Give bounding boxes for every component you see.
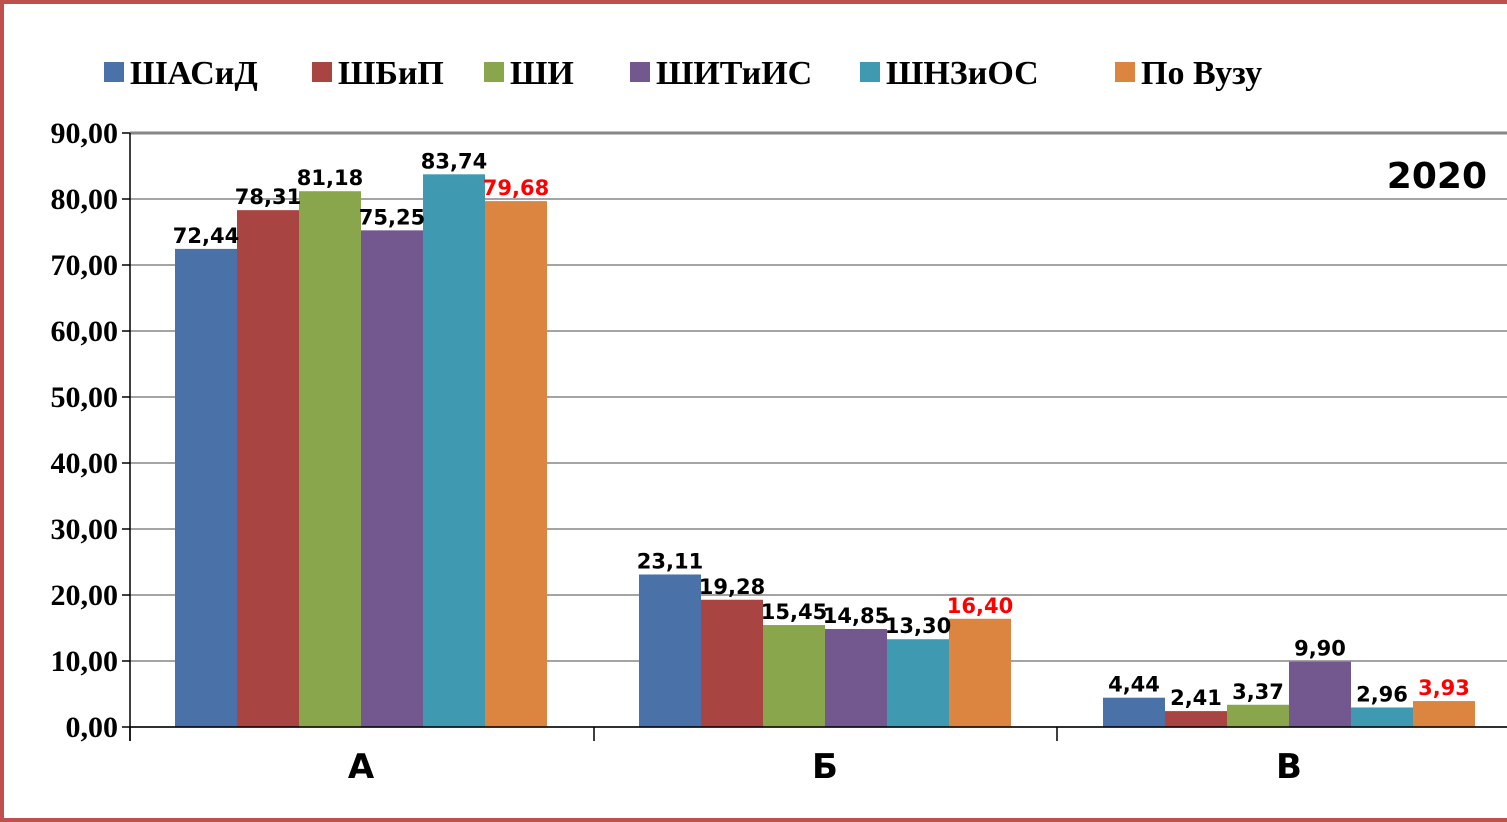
y-tick-label: 80,00 [51,183,119,216]
y-tick-label: 0,00 [66,711,119,744]
bar [763,625,825,727]
data-label: 19,28 [699,575,765,599]
y-axis-ticks: 0,00 10,00 20,00 30,00 40,00 50,00 60,00 70,00 8… [51,117,119,744]
x-tick-label: В [1276,747,1302,787]
legend-label: ШНЗиОС [886,55,1039,92]
x-tick-label: А [348,747,375,787]
bar [485,201,547,727]
bar [887,639,949,727]
y-tick-label: 20,00 [51,579,119,612]
legend: ШАСиД ШБиП ШИ ШИТиИС ШНЗиОС По Вузу [104,55,1262,92]
year-annotation: 2020 [1387,156,1487,197]
y-tick-label: 60,00 [51,315,119,348]
data-label: 14,85 [823,604,889,628]
bar [1351,707,1413,727]
legend-swatch [104,62,124,82]
legend-label: ШИТиИС [656,55,812,92]
bar [1227,704,1289,727]
legend-label: ШАСиД [130,55,258,92]
bar [639,574,701,727]
bars [175,174,1475,728]
data-label: 83,74 [421,149,487,173]
y-tick-label: 90,00 [51,117,119,150]
bar [701,599,763,727]
data-label: 75,25 [359,205,425,229]
bar [299,191,361,727]
legend-swatch [1115,62,1135,82]
bar [949,618,1011,727]
data-label: 78,31 [235,185,301,209]
x-axis-ticks: А Б В [348,747,1302,787]
legend-swatch [860,62,880,82]
y-tick-label: 70,00 [51,249,119,282]
data-label: 3,37 [1232,680,1284,704]
data-label: 16,40 [947,594,1013,618]
bar [423,174,485,728]
legend-label: ШИ [510,55,574,92]
data-label: 15,45 [761,600,827,624]
legend-swatch [484,62,504,82]
bar [1103,697,1165,727]
legend-label: ШБиП [338,55,444,92]
legend-swatch [312,62,332,82]
y-tick-label: 50,00 [51,381,119,414]
bar [175,248,237,727]
data-label: 2,96 [1356,682,1408,706]
bar [825,628,887,727]
y-tick-label: 40,00 [51,447,119,480]
legend-label: По Вузу [1141,55,1262,92]
data-label: 13,30 [885,614,951,638]
bar [1165,711,1227,727]
legend-swatch [630,62,650,82]
x-tick-label: Б [812,747,838,787]
data-label: 79,68 [483,176,549,200]
bar [361,230,423,727]
bar [1289,661,1351,727]
data-label: 4,44 [1108,673,1160,697]
y-tick-label: 10,00 [51,645,119,678]
data-label: 2,41 [1170,686,1222,710]
data-label: 72,44 [173,224,239,248]
bar [237,210,299,728]
y-tick-label: 30,00 [51,513,119,546]
data-labels: 72,44 23,11 4,44 78,31 19,28 2,41 81,18 15,45 3,… [173,149,1470,710]
data-label: 81,18 [297,166,363,190]
data-label: 3,93 [1418,676,1470,700]
data-label: 23,11 [637,549,703,573]
bar [1413,701,1475,727]
axes [122,132,1507,741]
data-label: 9,90 [1294,637,1346,661]
